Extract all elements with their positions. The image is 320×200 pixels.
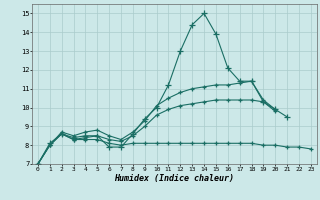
X-axis label: Humidex (Indice chaleur): Humidex (Indice chaleur) — [115, 174, 234, 183]
